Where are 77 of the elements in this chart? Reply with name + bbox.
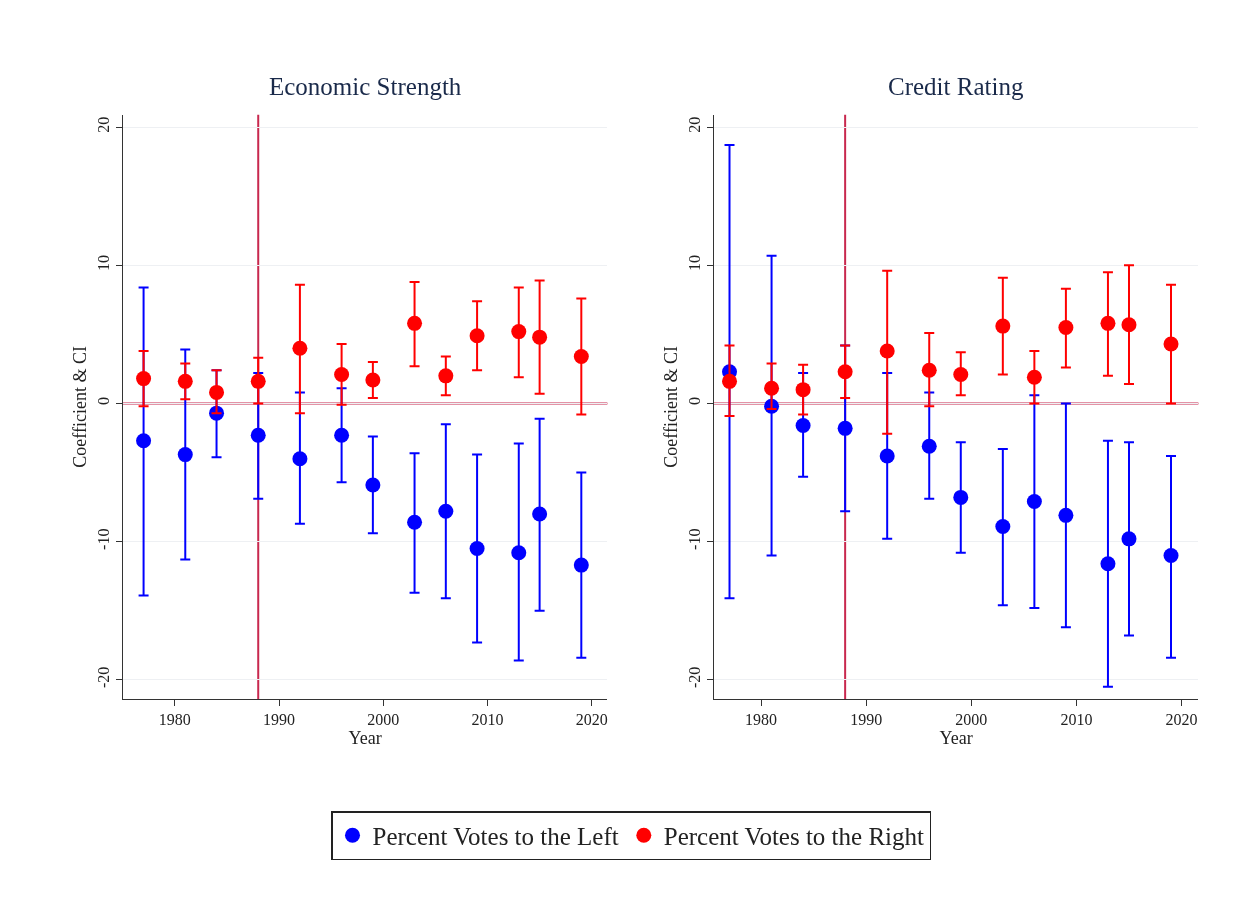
chart-title: Credit Rating xyxy=(888,73,1024,100)
point xyxy=(1026,494,1042,510)
x-tick-label: 2020 xyxy=(1165,711,1198,729)
point xyxy=(921,362,937,378)
point xyxy=(469,541,485,557)
y-tick-label: -20 xyxy=(686,666,704,689)
point xyxy=(334,427,350,443)
point xyxy=(995,318,1011,334)
y-tick-label: 0 xyxy=(95,397,113,406)
point xyxy=(532,329,548,345)
y-axis-title: Coefficient & CI xyxy=(660,346,681,468)
point xyxy=(1100,556,1116,572)
point xyxy=(837,420,853,436)
x-tick-label: 2010 xyxy=(1060,711,1093,729)
point xyxy=(365,477,381,493)
point xyxy=(879,448,895,464)
point xyxy=(209,384,225,400)
point xyxy=(438,503,454,519)
chart-title: Economic Strength xyxy=(269,73,462,100)
point xyxy=(438,368,454,384)
x-tick-label: 1980 xyxy=(745,711,778,729)
x-tick-label: 1990 xyxy=(263,711,296,729)
y-tick-label: -10 xyxy=(686,528,704,550)
point xyxy=(764,380,780,396)
point xyxy=(722,373,738,389)
legend-label: Percent Votes to the Left xyxy=(372,823,619,851)
x-tick-label: 2000 xyxy=(367,711,400,729)
x-tick-label: 2020 xyxy=(575,711,608,729)
point xyxy=(177,373,193,389)
y-tick-label: 20 xyxy=(95,116,113,133)
point xyxy=(1058,507,1074,523)
y-tick-label: 20 xyxy=(686,116,704,133)
point xyxy=(1100,315,1116,331)
point xyxy=(177,447,193,463)
point xyxy=(407,514,423,530)
point xyxy=(365,372,381,388)
y-tick-label: 0 xyxy=(686,397,704,406)
point xyxy=(837,364,853,380)
point xyxy=(995,518,1011,534)
point xyxy=(292,451,308,467)
y-tick-label: 10 xyxy=(686,254,704,271)
x-tick-label: 2000 xyxy=(955,711,988,729)
point xyxy=(292,340,308,356)
point xyxy=(250,427,266,443)
point xyxy=(879,343,895,359)
point xyxy=(1121,531,1137,547)
point xyxy=(953,489,969,505)
point xyxy=(250,373,266,389)
x-axis-title: Year xyxy=(348,728,382,749)
point xyxy=(573,557,589,573)
y-tick-label: 10 xyxy=(95,254,113,271)
y-tick-label: -20 xyxy=(95,666,113,689)
point xyxy=(136,433,152,449)
point xyxy=(795,418,811,434)
point xyxy=(532,506,548,522)
legend-label: Percent Votes to the Right xyxy=(663,823,925,851)
point xyxy=(1121,317,1137,333)
point xyxy=(469,328,485,344)
x-tick-label: 1990 xyxy=(850,711,883,729)
y-axis-title: Coefficient & CI xyxy=(69,346,90,468)
point xyxy=(511,545,527,561)
point xyxy=(573,348,589,364)
point xyxy=(1163,336,1179,352)
point xyxy=(1163,547,1179,563)
point xyxy=(407,315,423,331)
point xyxy=(511,324,527,340)
y-tick-label: -10 xyxy=(95,528,113,550)
point xyxy=(795,382,811,398)
point xyxy=(1026,369,1042,385)
point xyxy=(953,366,969,382)
x-axis-title: Year xyxy=(939,728,973,749)
point xyxy=(921,438,937,454)
point xyxy=(1058,319,1074,335)
point xyxy=(136,371,152,387)
x-tick-label: 1980 xyxy=(158,711,191,729)
point xyxy=(334,366,350,382)
x-tick-label: 2010 xyxy=(471,711,504,729)
